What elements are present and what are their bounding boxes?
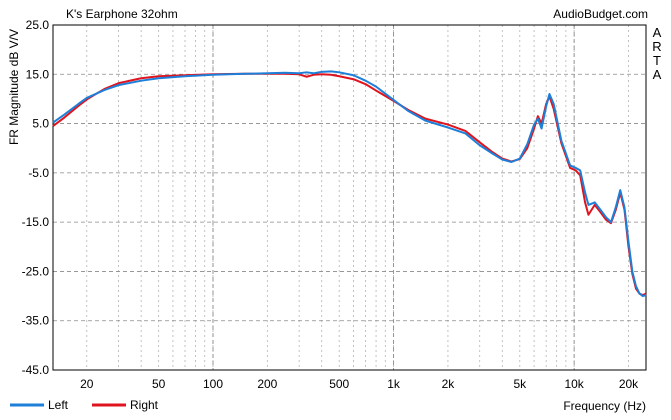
x-tick-label: 2k	[442, 377, 456, 391]
y-tick-label: 15.0	[26, 67, 50, 81]
x-axis-label: Frequency (Hz)	[563, 399, 646, 413]
y-tick-label: 25.0	[26, 18, 50, 32]
y-tick-label: 5.0	[32, 117, 49, 131]
legend-label-right: Right	[130, 398, 159, 412]
watermark-label: AudioBudget.com	[553, 7, 648, 21]
side-label-letter: A	[653, 25, 662, 40]
y-axis-label: FR Magnitude dB V/V	[7, 29, 21, 145]
legend-label-left: Left	[48, 398, 69, 412]
plot-frame	[52, 24, 647, 371]
x-tick-label: 200	[257, 377, 277, 391]
side-label-letter: R	[652, 39, 661, 54]
series-line-left	[52, 70, 647, 298]
x-tick-label: 100	[203, 377, 223, 391]
y-tick-label: -15.0	[22, 215, 50, 229]
x-tick-label: 1k	[387, 377, 401, 391]
y-tick-label: -5.0	[28, 166, 49, 180]
side-label-letter: T	[653, 53, 661, 68]
x-tick-label: 5k	[513, 377, 527, 391]
y-tick-label: -25.0	[22, 264, 50, 278]
x-tick-label: 500	[329, 377, 349, 391]
y-tick-label: -35.0	[22, 314, 50, 328]
chart-title: K's Earphone 32ohm	[66, 7, 178, 21]
x-tick-label: 10k	[564, 377, 584, 391]
x-tick-label: 20	[80, 377, 94, 391]
x-tick-label: 20k	[619, 377, 639, 391]
y-tick-label: -45.0	[22, 363, 50, 377]
side-label-letter: A	[653, 67, 662, 82]
x-tick-label: 50	[152, 377, 166, 391]
legend: Left Right	[10, 398, 159, 412]
